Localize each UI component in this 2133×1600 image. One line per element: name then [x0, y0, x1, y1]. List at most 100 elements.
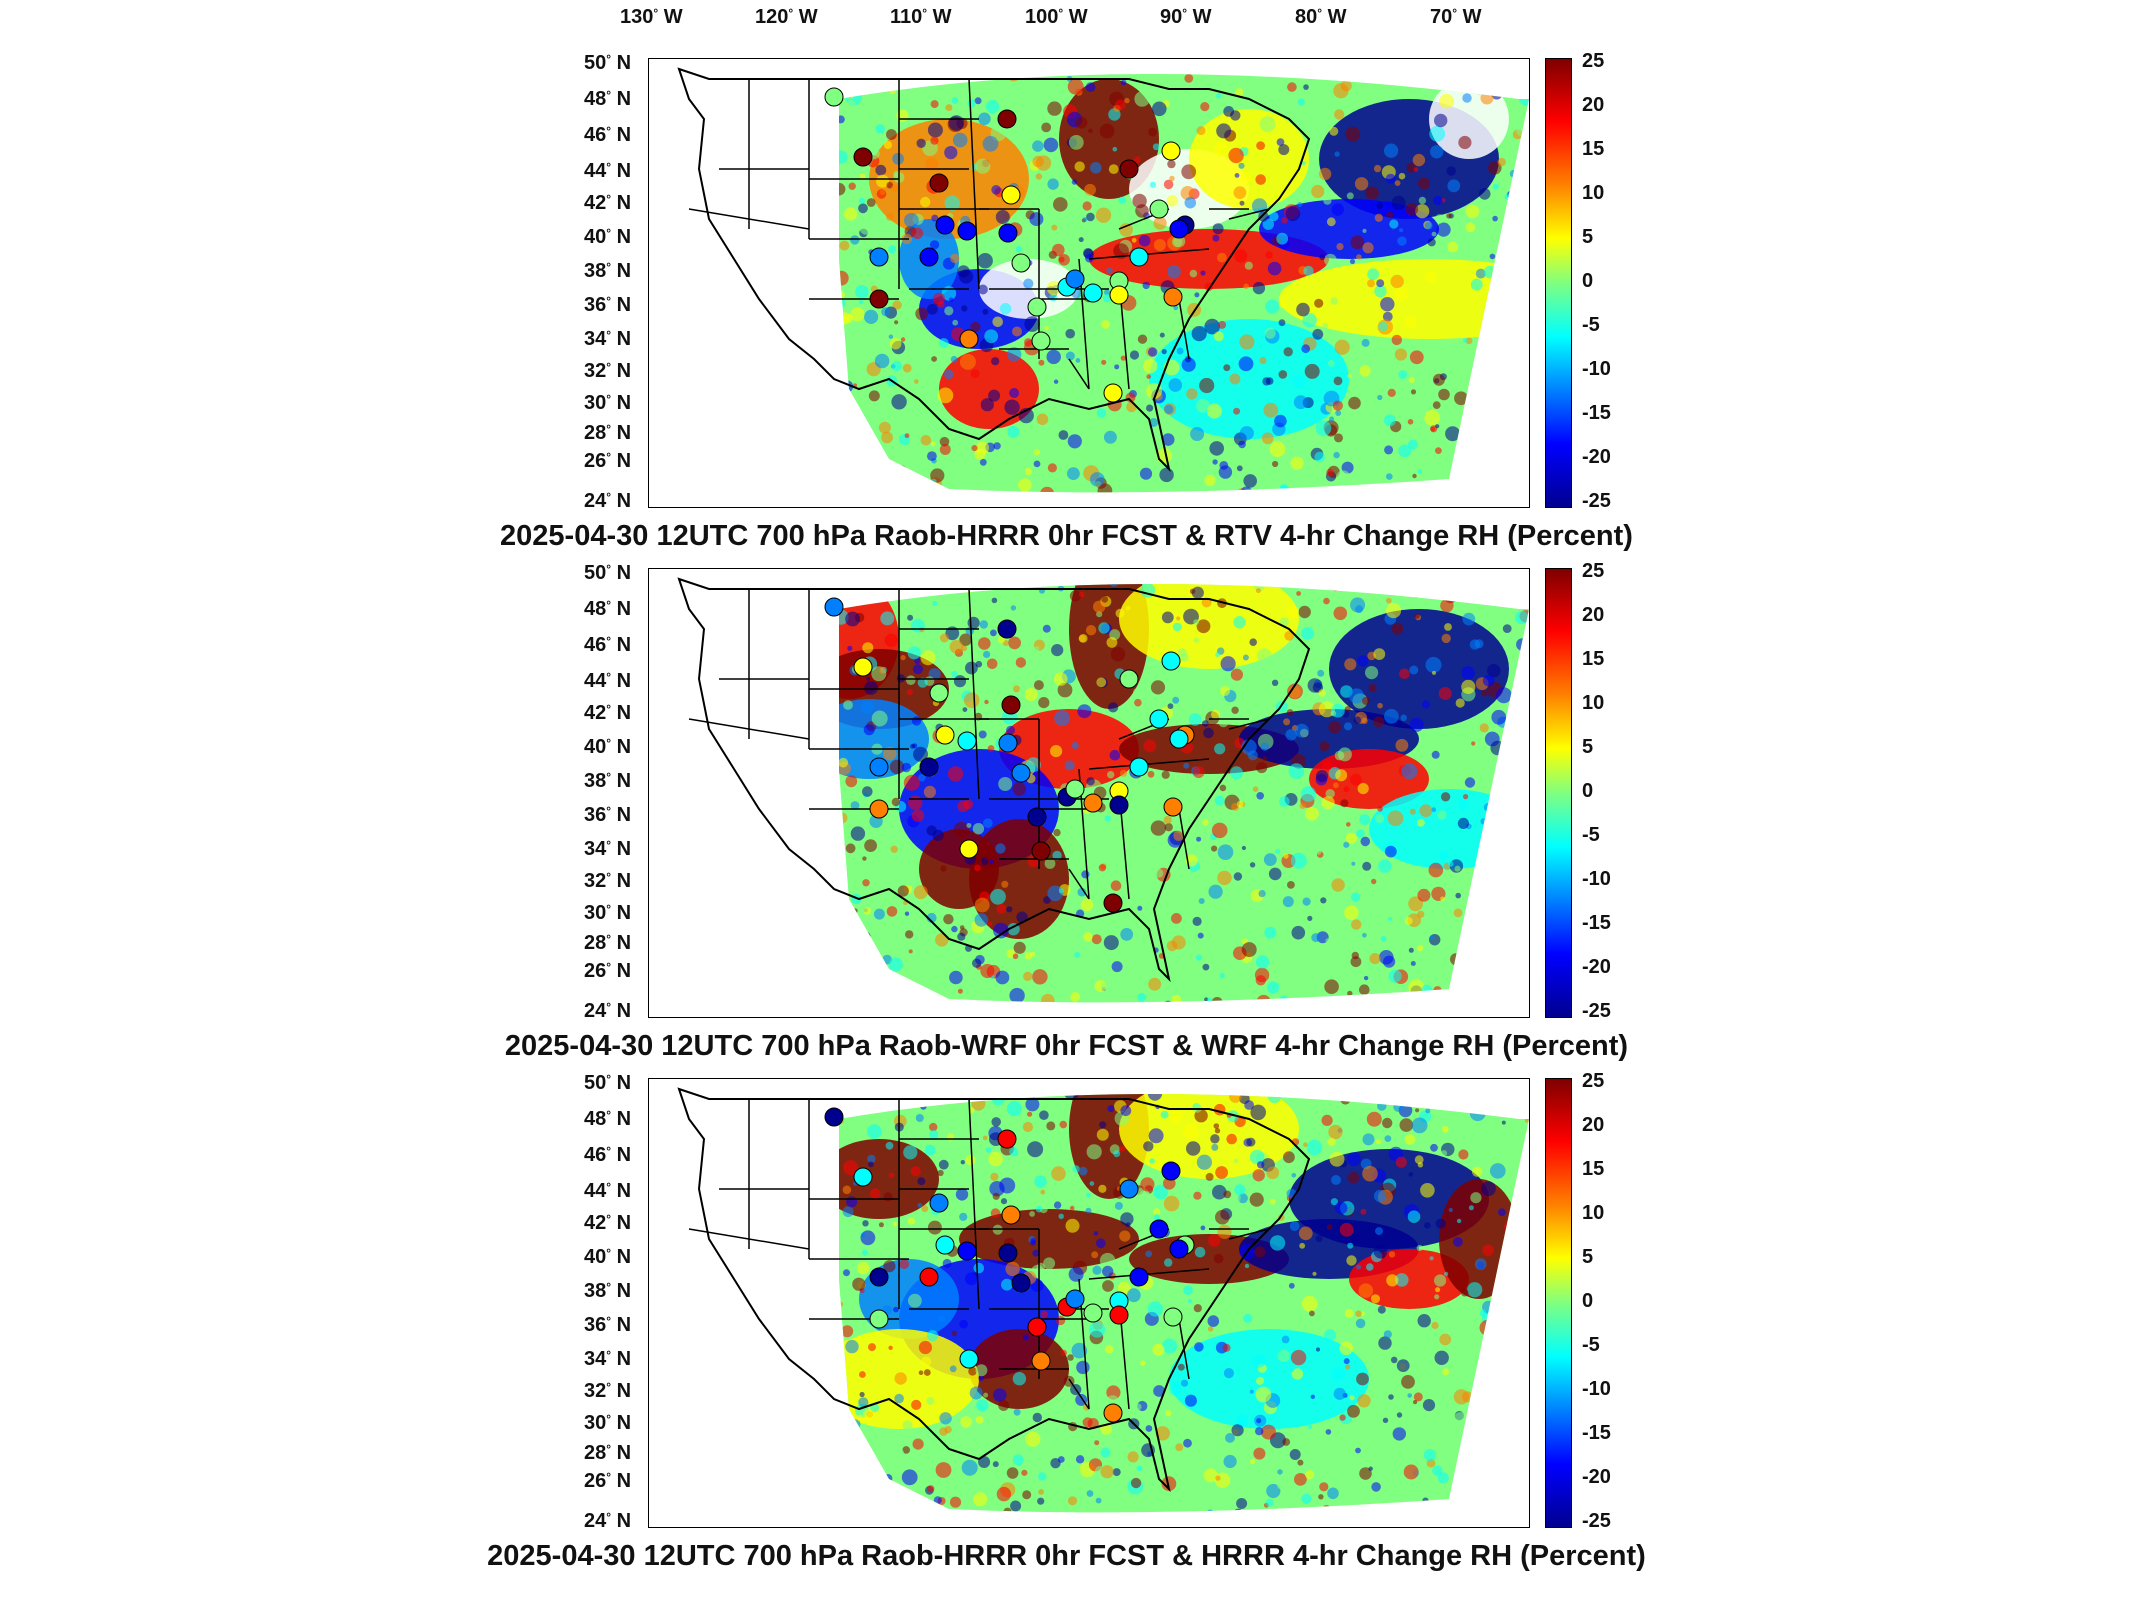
- field-speckle: [1025, 1431, 1041, 1447]
- field-speckle: [950, 355, 958, 363]
- field-speckle: [974, 897, 990, 913]
- field-speckle: [1149, 1158, 1155, 1164]
- raob-station-marker: [1031, 331, 1051, 351]
- field-speckle: [1422, 1399, 1436, 1412]
- field-speckle: [1170, 1079, 1179, 1086]
- field-speckle: [1470, 977, 1486, 993]
- field-speckle: [1277, 1349, 1290, 1363]
- field-speckle: [1409, 808, 1416, 815]
- field-speckle: [1233, 616, 1246, 629]
- field-speckle: [839, 299, 846, 308]
- field-speckle: [1347, 1171, 1360, 1184]
- field-speckle: [1462, 93, 1472, 103]
- field-speckle: [1104, 1344, 1114, 1354]
- field-speckle: [1278, 485, 1292, 493]
- field-speckle: [1516, 933, 1522, 939]
- field-speckle: [1483, 59, 1490, 63]
- field-speckle: [868, 390, 880, 402]
- field-speckle: [1404, 316, 1417, 329]
- field-speckle: [1344, 658, 1357, 671]
- field-speckle: [1290, 852, 1307, 869]
- field-speckle: [1076, 1360, 1090, 1375]
- raob-station-marker: [1103, 893, 1123, 913]
- field-speckle: [891, 797, 901, 807]
- field-speckle: [1098, 622, 1110, 634]
- field-speckle: [1347, 1242, 1354, 1249]
- field-speckle: [1491, 709, 1507, 725]
- field-speckle: [1377, 806, 1383, 812]
- field-speckle: [839, 839, 846, 852]
- field-speckle: [1082, 217, 1088, 222]
- field-speckle: [1161, 1476, 1177, 1492]
- field-speckle: [1204, 318, 1220, 335]
- field-speckle: [1447, 861, 1454, 867]
- field-speckle: [1434, 113, 1448, 128]
- field-speckle: [1465, 222, 1476, 233]
- field-speckle: [1409, 665, 1419, 675]
- field-speckle: [1377, 1101, 1387, 1111]
- field-speckle: [1364, 573, 1372, 581]
- field-speckle: [1486, 1482, 1500, 1496]
- field-speckle: [1028, 473, 1043, 488]
- field-speckle: [1007, 425, 1020, 438]
- field-speckle: [1504, 968, 1516, 980]
- field-speckle: [1517, 78, 1529, 91]
- lat-label: 34° N: [584, 1348, 632, 1370]
- field-speckle: [1258, 890, 1266, 898]
- field-speckle: [1134, 1403, 1142, 1411]
- field-speckle: [1279, 796, 1290, 807]
- raob-station-marker: [1169, 729, 1189, 749]
- field-speckle: [913, 885, 928, 900]
- lat-label: 42° N: [584, 702, 632, 724]
- field-speckle: [1279, 617, 1289, 627]
- field-speckle: [1363, 975, 1369, 981]
- field-speckle: [1166, 940, 1178, 952]
- field-speckle: [1425, 62, 1432, 69]
- field-speckle: [1475, 381, 1488, 394]
- lat-label: 28° N: [584, 932, 632, 954]
- field-speckle: [961, 305, 968, 312]
- field-speckle: [1335, 410, 1342, 416]
- field-speckle: [1383, 1330, 1392, 1339]
- field-speckle: [1311, 184, 1325, 199]
- field-speckle: [1192, 766, 1205, 779]
- field-speckle: [914, 657, 921, 665]
- field-speckle: [1318, 1494, 1324, 1500]
- field-speckle: [973, 1262, 985, 1274]
- field-speckle: [883, 1260, 896, 1273]
- field-speckle: [1152, 1343, 1165, 1356]
- field-speckle: [975, 1415, 984, 1424]
- raob-station-marker: [929, 683, 949, 703]
- field-speckle: [1004, 399, 1020, 415]
- field-speckle: [1070, 992, 1080, 1002]
- field-speckle: [1374, 285, 1387, 298]
- field-speckle: [841, 1443, 849, 1452]
- field-speckle: [1266, 1483, 1281, 1499]
- field-speckle: [1281, 679, 1290, 688]
- raob-station-marker: [1011, 253, 1031, 273]
- field-speckle: [913, 746, 928, 762]
- field-speckle: [1181, 357, 1196, 372]
- field-speckle: [1459, 1094, 1469, 1101]
- field-speckle: [1286, 709, 1294, 716]
- field-speckle: [944, 1425, 952, 1434]
- field-speckle: [906, 1127, 917, 1139]
- field-speckle: [1078, 1166, 1088, 1176]
- field-speckle: [1211, 997, 1223, 1003]
- field-speckle: [1042, 624, 1051, 633]
- field-speckle: [1109, 749, 1121, 761]
- field-speckle: [1512, 1396, 1521, 1406]
- field-blob: [1189, 109, 1309, 209]
- lat-label: 30° N: [584, 1412, 632, 1434]
- field-speckle: [1174, 65, 1180, 71]
- field-speckle: [1215, 1166, 1228, 1179]
- field-speckle: [1159, 332, 1165, 338]
- lat-label: 36° N: [584, 1314, 632, 1336]
- field-speckle: [1441, 1125, 1449, 1133]
- field-speckle: [1119, 1230, 1131, 1242]
- field-speckle: [880, 611, 895, 626]
- field-speckle: [1085, 253, 1094, 263]
- field-speckle: [1025, 1097, 1040, 1112]
- field-speckle: [1481, 1428, 1491, 1439]
- field-speckle: [1397, 236, 1407, 246]
